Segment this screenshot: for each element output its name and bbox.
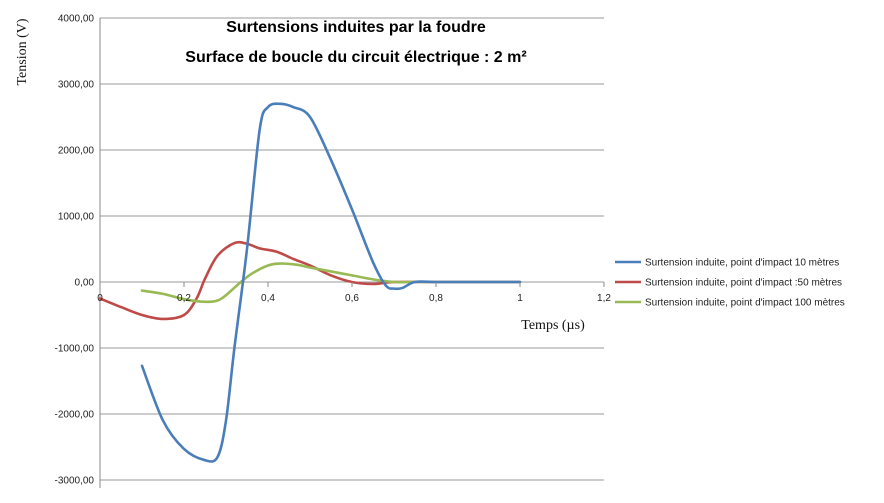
x-tick-label: 1,2: [597, 293, 611, 304]
y-tick-label: 1000,00: [58, 212, 95, 223]
chart-title-line-1: Surtensions induites par la foudre: [226, 19, 486, 36]
legend-entry: Surtension induite, point d'impact :50 m…: [645, 278, 842, 289]
y-tick-label: -2000,00: [55, 410, 95, 421]
y-tick-label: 0,00: [75, 278, 95, 289]
chart-title-line-2: Surface de boucle du circuit électrique …: [185, 49, 526, 66]
y-tick-label: -3000,00: [55, 476, 95, 487]
x-tick-label: 1: [517, 293, 523, 304]
x-axis-label: Temps (µs): [521, 318, 585, 333]
series-line-1: [140, 102, 522, 463]
x-tick-label: 0,2: [177, 293, 191, 304]
y-tick-label: 4000,00: [58, 14, 95, 25]
y-axis-label: Tension (V): [15, 18, 30, 85]
series-line-2: [98, 240, 522, 321]
y-tick-label: -1000,00: [55, 344, 95, 355]
legend-entry: Surtension induite, point d'impact 100 m…: [645, 298, 845, 309]
legend-entry: Surtension induite, point d'impact 10 mè…: [645, 258, 839, 269]
y-tick-label: 2000,00: [58, 146, 95, 157]
legend: Surtension induite, point d'impact 10 mè…: [615, 258, 845, 309]
x-tick-label: 0,8: [429, 293, 443, 304]
y-tick-label: 3000,00: [58, 80, 95, 91]
x-tick-label: 0,4: [261, 293, 275, 304]
x-tick-label: 0: [97, 293, 103, 304]
x-tick-label: 0,6: [345, 293, 359, 304]
